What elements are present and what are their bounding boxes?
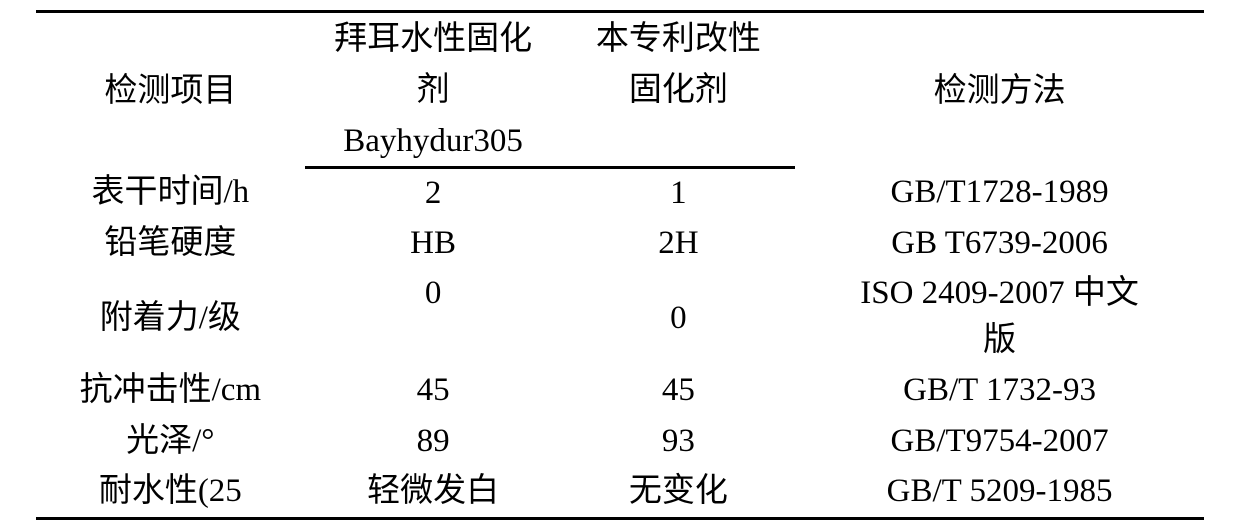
table-row: 耐水性(25 轻微发白 无变化 GB/T 5209-1985 [36,467,1204,519]
cell-item: 光泽/° [36,416,305,466]
col-header-patent-l2: 固化剂 [562,64,796,115]
table-header-row: 检测项目 拜耳水性固化 本专利改性 检测方法 [36,12,1204,64]
table-row: 表干时间/h 2 1 GB/T1728-1989 [36,167,1204,219]
cell-item: 铅笔硬度 [36,219,305,269]
cell-bayer: 轻微发白 [305,467,562,519]
col-header-bayer-l2: 剂 [305,64,562,115]
table-row: 附着力/级 0 0 ISO 2409-2007 中文 [36,269,1204,317]
cell-bayer: 2 [305,167,562,219]
cell-bayer: 89 [305,416,562,466]
cell-method-l1: ISO 2409-2007 中文 [795,269,1204,317]
cell-patent: 0 [562,269,796,366]
col-header-patent-l1: 本专利改性 [562,12,796,64]
cell-bayer: HB [305,219,562,269]
cell-item: 附着力/级 [36,269,305,366]
cell-patent: 1 [562,167,796,219]
cell-method: GB T6739-2006 [795,219,1204,269]
col-header-item: 检测项目 [36,12,305,168]
cell-patent: 2H [562,219,796,269]
cell-item: 表干时间/h [36,167,305,219]
col-header-method: 检测方法 [795,12,1204,168]
cell-bayer-empty [305,317,562,366]
cell-bayer: 0 [305,269,562,317]
col-header-patent-l3 [562,115,796,167]
cell-patent: 93 [562,416,796,466]
cell-method: GB/T9754-2007 [795,416,1204,466]
cell-patent: 无变化 [562,467,796,519]
comparison-table-container: 检测项目 拜耳水性固化 本专利改性 检测方法 剂 固化剂 Bayhydur305… [0,0,1240,528]
cell-method: GB/T1728-1989 [795,167,1204,219]
cell-bayer: 45 [305,366,562,416]
col-header-bayer-l1: 拜耳水性固化 [305,12,562,64]
cell-item: 耐水性(25 [36,467,305,519]
col-header-bayer-l3: Bayhydur305 [305,115,562,167]
table-row: 光泽/° 89 93 GB/T9754-2007 [36,416,1204,466]
cell-patent: 45 [562,366,796,416]
cell-method: GB/T 1732-93 [795,366,1204,416]
cell-method: GB/T 5209-1985 [795,467,1204,519]
cell-item: 抗冲击性/cm [36,366,305,416]
cell-method-l2: 版 [795,317,1204,366]
comparison-table: 检测项目 拜耳水性固化 本专利改性 检测方法 剂 固化剂 Bayhydur305… [36,10,1204,520]
table-row: 抗冲击性/cm 45 45 GB/T 1732-93 [36,366,1204,416]
table-row: 铅笔硬度 HB 2H GB T6739-2006 [36,219,1204,269]
